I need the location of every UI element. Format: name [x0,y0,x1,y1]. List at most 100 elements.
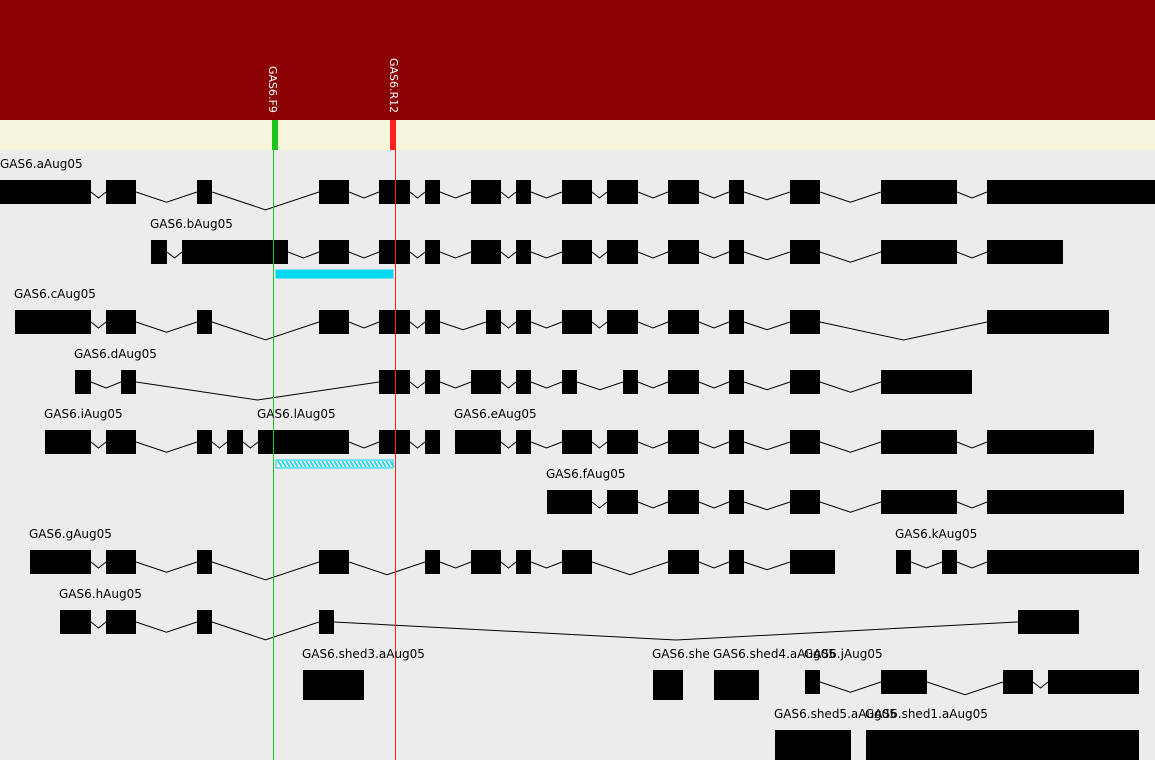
intron [591,561,669,576]
transcript-label: GAS6.eAug05 [454,407,537,421]
intron [956,251,988,259]
intron [90,561,107,569]
header-band [0,0,1155,120]
exon [455,430,501,454]
transcript-label: GAS6.iAug05 [44,407,123,421]
amplicon-bar[interactable] [275,269,394,279]
intron [956,561,988,569]
transcript-label: GAS6.aAug05 [0,157,83,171]
exon [562,180,592,204]
intron [90,321,107,329]
intron [926,681,1004,696]
amplicon-hatch [341,460,347,468]
intron [439,381,472,389]
intron [211,441,228,449]
transcript-label: GAS6.bAug05 [150,217,233,231]
exon [425,370,440,394]
primer-track [0,120,1155,150]
exon [106,610,136,634]
exon [379,430,410,454]
intron [90,441,107,449]
transcript[interactable] [805,670,1139,696]
exon [547,490,592,514]
transcript[interactable] [455,430,1094,454]
intron [637,381,669,389]
exon [425,430,440,454]
transcript[interactable] [45,430,440,454]
intron [591,191,608,199]
transcript[interactable] [653,670,683,700]
transcript[interactable] [866,730,1139,760]
intron [530,381,563,389]
exon [197,550,212,574]
amplicon-hatch [293,460,299,468]
exon [729,550,744,574]
exon [106,180,136,204]
amplicon-hatch [381,460,387,468]
exon [607,310,638,334]
amplicon-hatch [365,460,371,468]
transcript[interactable] [896,550,1139,574]
exon [471,240,501,264]
exon [319,310,349,334]
intron [500,191,517,199]
intron [698,191,730,199]
intron [743,321,791,331]
exon [425,310,440,334]
exon [0,180,91,204]
exon [30,550,91,574]
transcript[interactable] [775,730,851,760]
intron [591,321,608,329]
transcript[interactable] [60,610,1079,641]
intron [409,441,426,449]
transcript[interactable] [714,670,759,700]
exon [121,370,136,394]
reverse-primer-marker[interactable] [390,120,396,150]
exon [197,310,212,334]
intron [743,561,791,571]
transcript[interactable] [303,670,364,700]
intron [409,191,426,199]
intron [439,561,472,569]
intron [743,441,791,451]
intron [287,251,320,259]
exon [319,180,349,204]
exon [987,310,1109,334]
exon [562,370,577,394]
intron [348,191,380,199]
transcript[interactable] [30,550,835,581]
exon [607,430,638,454]
intron [591,251,608,259]
intron [637,191,669,199]
intron [819,251,882,263]
exon [319,240,349,264]
exon [562,430,592,454]
transcript-label: GAS6.kAug05 [895,527,977,541]
transcript[interactable] [15,310,1109,341]
forward-primer-marker[interactable] [272,120,278,150]
exon [1003,670,1033,694]
exon [790,180,820,204]
intron [500,321,517,329]
exon [790,430,820,454]
intron [530,191,563,199]
transcript[interactable] [151,240,1063,264]
exon [197,180,212,204]
exon [227,430,243,454]
transcript[interactable] [75,370,972,401]
exon [425,240,440,264]
transcript-label: GAS6.dAug05 [74,347,157,361]
exon [729,310,744,334]
intron [698,501,730,509]
transcript[interactable] [0,180,1155,211]
exon [379,370,410,394]
exon [881,370,972,394]
intron [211,321,320,341]
intron [698,561,730,569]
exon [1018,610,1079,634]
transcript[interactable] [547,490,1124,514]
exon [516,550,531,574]
exon [729,240,744,264]
amplicon-bar[interactable] [275,459,394,469]
